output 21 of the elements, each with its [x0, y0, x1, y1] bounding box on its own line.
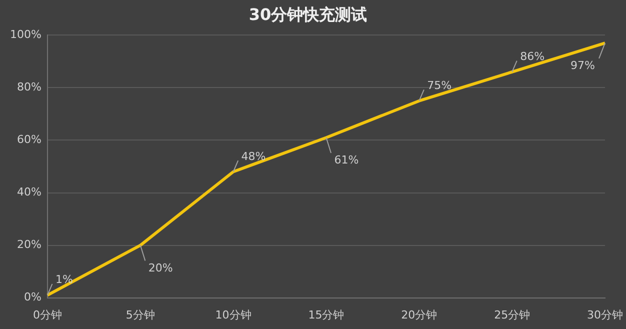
x-tick-label: 20分钟 [401, 308, 438, 322]
x-tick-label: 10分钟 [215, 308, 252, 322]
text: 20% [148, 261, 173, 274]
x-tick-label: 0分钟 [32, 308, 62, 322]
text: 86% [520, 50, 545, 63]
y-tick-label: 40% [16, 186, 42, 199]
y-tick-label: 100% [10, 28, 42, 42]
text: 97% [570, 59, 595, 72]
y-tick-label: 0% [24, 290, 42, 304]
text: 61% [334, 154, 359, 167]
x-tick-label: 30分钟 [587, 308, 623, 322]
y-tick-label: 80% [16, 80, 42, 94]
text: 1% [55, 273, 73, 286]
y-tick-label: 60% [16, 133, 42, 146]
text: 48% [241, 150, 266, 163]
text: 75% [427, 78, 452, 92]
x-tick-label: 25分钟 [494, 308, 530, 322]
x-tick-label: 5分钟 [126, 308, 155, 322]
chart-title: 30分钟快充测试 [248, 4, 368, 24]
x-tick-label: 15分钟 [308, 308, 344, 322]
y-tick-label: 20% [16, 238, 42, 252]
